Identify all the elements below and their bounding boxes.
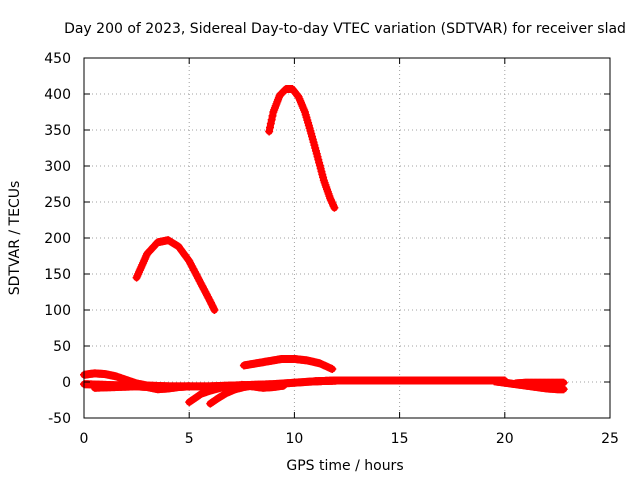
x-tick-label: 25 (601, 431, 619, 447)
data-point (330, 203, 339, 212)
data-point (265, 123, 274, 132)
y-tick-label: 0 (62, 375, 71, 391)
data-point (328, 365, 337, 374)
y-tick-label: 350 (44, 123, 71, 139)
data-point (299, 104, 308, 113)
data-point (559, 378, 568, 387)
data-point (136, 264, 145, 273)
x-tick-label: 10 (285, 431, 303, 447)
series-arc-9 (237, 380, 288, 392)
series-arc-12 (511, 378, 568, 388)
data-point (133, 271, 142, 280)
data-point (137, 262, 146, 271)
x-axis-label: GPS time / hours (286, 458, 403, 474)
data-point (300, 106, 309, 115)
series-arc-10 (311, 376, 509, 386)
x-tick-label: 20 (496, 431, 514, 447)
data-point (267, 115, 276, 124)
x-tick-label: 0 (80, 431, 89, 447)
data-point (140, 255, 149, 264)
data-point (135, 266, 144, 275)
data-point (265, 127, 274, 136)
series-arc-7 (185, 381, 236, 407)
x-tick-label: 15 (391, 431, 409, 447)
data-point (185, 382, 194, 391)
data-point (266, 119, 275, 128)
series-arc-2 (265, 84, 339, 212)
data-point (279, 381, 288, 390)
y-tick-label: 50 (53, 339, 71, 355)
y-tick-label: 150 (44, 267, 71, 283)
series-arc-3 (239, 354, 337, 374)
data-point (135, 268, 144, 277)
data-point (210, 306, 219, 314)
data-point (296, 98, 305, 107)
y-tick-label: 100 (44, 303, 71, 319)
ticks: 0 5 10 15 20 25 -50 0 50 100 150 200 250 300 350 400 450 (44, 51, 619, 447)
x-tick-label: 5 (185, 431, 194, 447)
data-point (297, 100, 306, 109)
data-point (298, 102, 307, 111)
data-point (268, 111, 277, 120)
y-tick-label: -50 (48, 411, 71, 427)
series-arc-1 (132, 236, 219, 314)
data-layer (80, 84, 568, 408)
chart-title: Day 200 of 2023, Sidereal Day-to-day VTE… (64, 21, 626, 37)
data-point (139, 258, 148, 267)
y-tick-label: 200 (44, 231, 71, 247)
data-point (294, 92, 303, 101)
data-point (132, 273, 141, 282)
data-point (139, 257, 148, 266)
y-tick-label: 450 (44, 51, 71, 67)
data-point (138, 260, 147, 269)
y-axis-label: SDTVAR / TECUs (7, 181, 23, 296)
data-point (295, 94, 304, 103)
data-point (134, 269, 143, 278)
y-tick-label: 250 (44, 195, 71, 211)
series-arc-6 (90, 382, 194, 394)
y-tick-label: 400 (44, 87, 71, 103)
data-point (296, 96, 305, 105)
data-point (141, 253, 150, 262)
y-tick-label: 300 (44, 159, 71, 175)
